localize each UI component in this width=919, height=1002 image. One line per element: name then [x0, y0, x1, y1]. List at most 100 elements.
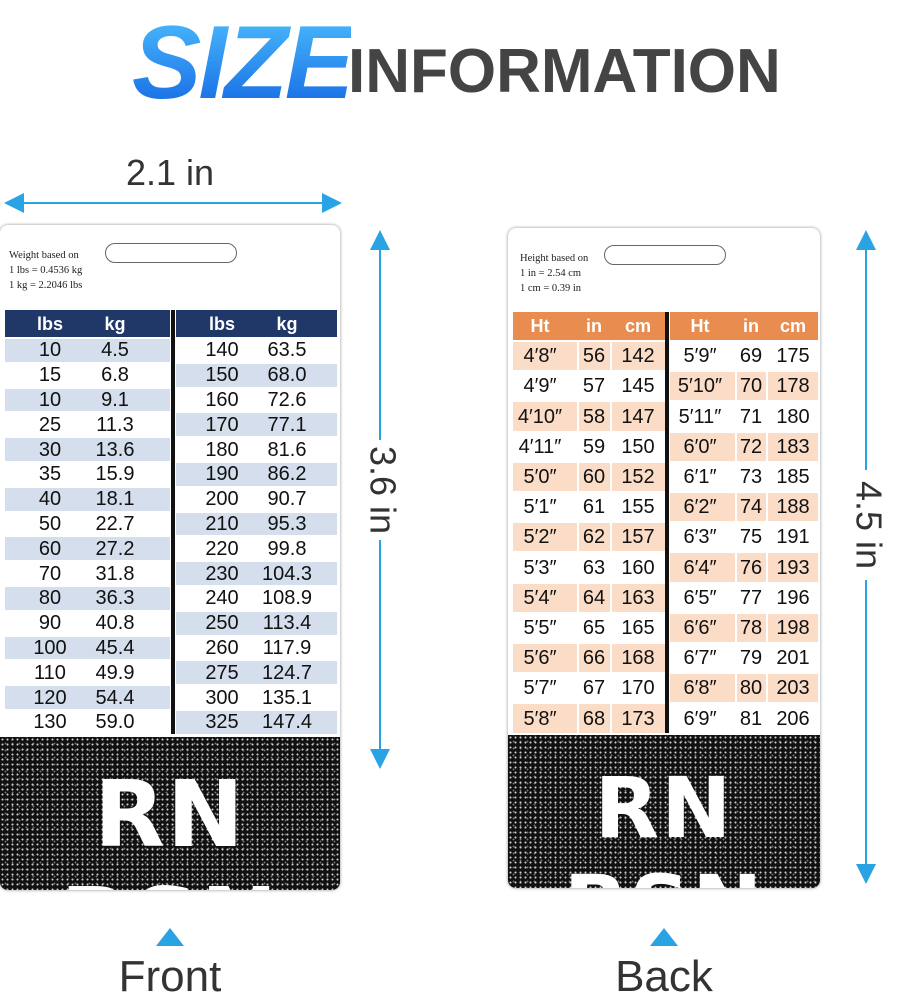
row-stripe	[176, 463, 337, 486]
table-cell: 150	[621, 435, 655, 458]
cell-border	[610, 372, 612, 403]
cell-border	[610, 493, 612, 524]
row-stripe	[670, 493, 818, 522]
row-stripe	[513, 342, 665, 371]
table-cell: 59	[582, 435, 606, 458]
slot	[105, 243, 237, 263]
table-header: kg	[104, 313, 126, 334]
table-header: cm	[779, 316, 806, 336]
table-cell: 5′11″	[678, 405, 722, 428]
table-cell: 62	[582, 526, 606, 549]
table-cell: 120	[33, 686, 67, 709]
cell-border	[577, 523, 579, 554]
row-stripe	[5, 487, 170, 511]
table-header: cm	[624, 316, 651, 336]
table-cell: 18.1	[95, 488, 135, 511]
table-cell: 6′4″	[683, 556, 717, 579]
table-cell: 100	[33, 637, 67, 659]
table-cell: 63	[582, 556, 606, 579]
table-cell: 170	[621, 677, 655, 700]
table-cell: 70	[38, 562, 62, 585]
cell-border	[766, 523, 768, 554]
cell-border	[577, 704, 579, 735]
cell-border	[766, 402, 768, 433]
table-cell: 5′6″	[523, 647, 557, 670]
table-cell: 145	[621, 375, 655, 398]
row-stripe	[5, 587, 170, 610]
table-cell: 25	[38, 413, 62, 436]
row-stripe	[513, 523, 665, 552]
table-cell: 240	[205, 587, 239, 610]
table-cell: 63.5	[267, 339, 307, 362]
cell-border	[766, 674, 768, 705]
table-cell: 86.2	[267, 463, 307, 486]
cell-border	[766, 583, 768, 614]
cell-border	[610, 644, 612, 675]
cell-border	[610, 523, 612, 554]
table-cell: 152	[621, 465, 655, 488]
cell-border	[735, 523, 737, 554]
table-cell: 69	[739, 345, 763, 368]
table-cell: 10	[38, 389, 62, 411]
table-header: lbs	[36, 313, 63, 334]
row-stripe	[670, 372, 818, 401]
table-cell: 99.8	[267, 537, 307, 560]
table-header-bg	[670, 312, 818, 340]
table-cell: 183	[776, 435, 810, 458]
row-stripe	[670, 432, 818, 461]
table-cell: 193	[776, 556, 810, 579]
badge: RN BSN	[564, 759, 763, 888]
table-cell: 77	[739, 586, 763, 609]
table-cell: 72.6	[267, 389, 307, 411]
table-cell: 15	[38, 364, 62, 387]
table-cell: 113.4	[262, 612, 312, 635]
table-cell: 6′9″	[683, 707, 717, 730]
cell-border	[766, 704, 768, 735]
table-cell: 196	[776, 586, 810, 609]
note-line: 1 lbs = 0.4536 kg	[9, 265, 83, 276]
table-cell: 191	[776, 526, 810, 549]
table-header: kg	[276, 313, 298, 334]
table-cell: 75	[739, 526, 763, 549]
cell-border	[735, 644, 737, 675]
table-cell: 64	[582, 586, 606, 609]
cell-border	[610, 613, 612, 644]
cell-border	[610, 402, 612, 433]
table-cell: 325	[205, 711, 239, 734]
table-cell: 108.9	[261, 587, 313, 610]
table-cell: 11.3	[96, 413, 134, 436]
cell-border	[766, 372, 768, 403]
table-cell: 79	[739, 647, 763, 670]
table-header: lbs	[208, 313, 235, 334]
table-cell: 58	[582, 405, 606, 428]
table-cell: 173	[621, 707, 655, 730]
table-cell: 95.3	[267, 513, 307, 535]
table-cell: 6′0″	[683, 435, 717, 458]
table-cell: 6.8	[101, 364, 129, 387]
cell-border	[735, 462, 737, 493]
cell-border	[610, 704, 612, 735]
table-cell: 5′2″	[523, 526, 557, 549]
table-cell: 31.8	[95, 562, 135, 585]
table-cell: 74	[739, 496, 763, 519]
cell-border	[735, 372, 737, 403]
table-cell: 6′5″	[683, 586, 717, 609]
table-cell: 206	[776, 707, 810, 730]
table-cell: 163	[621, 586, 655, 609]
table-header-bg	[5, 310, 170, 337]
height-label: 3.6 in	[362, 446, 403, 534]
table-cell: 6′1″	[683, 465, 717, 488]
table-cell: 147.4	[261, 711, 313, 734]
table-cell: 4′10″	[517, 405, 563, 428]
table-cell: 65	[582, 616, 606, 639]
row-stripe	[176, 611, 337, 635]
table-cell: 49.9	[95, 661, 135, 684]
cell-border	[577, 553, 579, 584]
cell-border	[766, 432, 768, 463]
table-header: Ht	[690, 316, 710, 336]
note-line: Weight based on	[9, 250, 79, 261]
table-cell: 27.2	[95, 537, 135, 560]
table-cell: 160	[621, 556, 655, 579]
